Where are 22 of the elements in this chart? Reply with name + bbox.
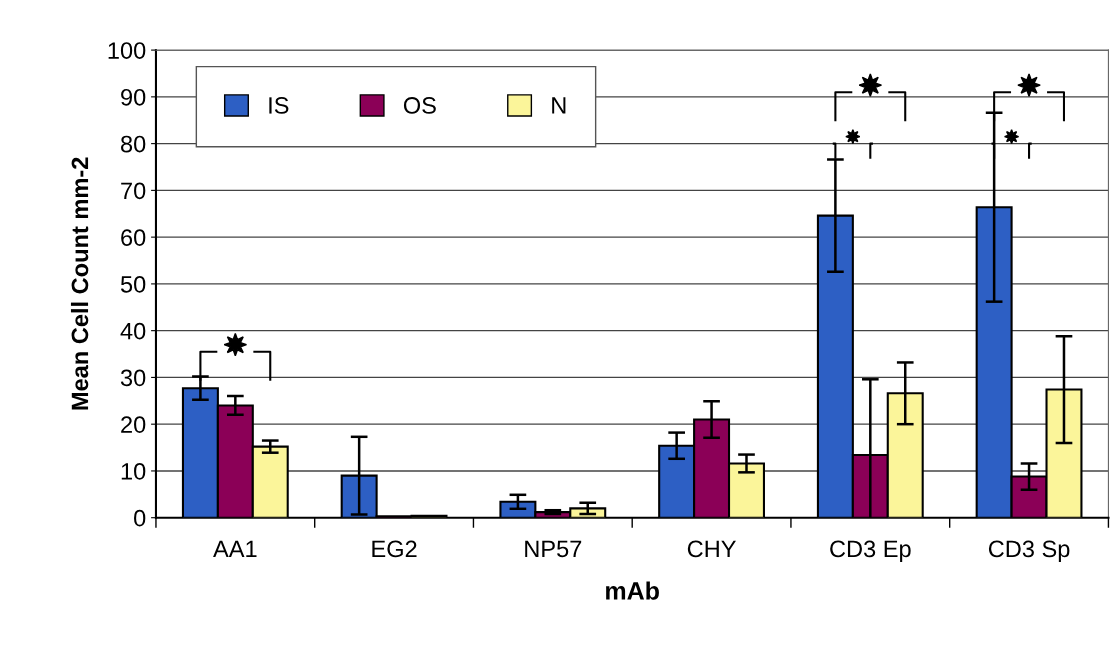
- x-tick-label: NP57: [525, 540, 582, 558]
- y-tick-label: 100: [108, 42, 146, 59]
- y-tick-label: 70: [121, 182, 146, 200]
- legend-label: OS: [403, 97, 436, 114]
- x-tick-label: CD3 Ep: [830, 540, 911, 562]
- y-axis-title: Mean Cell Count mm-2: [70, 157, 89, 410]
- y-tick-label: 40: [120, 322, 146, 340]
- y-tick-label: 20: [121, 416, 146, 433]
- y-tick-label: 80: [121, 135, 146, 153]
- legend-label: N: [552, 97, 566, 114]
- y-tick-label: 90: [121, 88, 146, 106]
- legend-label: IS: [269, 97, 289, 114]
- x-axis-title: mAb: [606, 581, 659, 600]
- x-tick-label: CD3 Sp: [988, 540, 1070, 562]
- y-tick-label: 10: [121, 463, 146, 480]
- x-tick-label: AA1: [213, 540, 257, 558]
- y-tick-label: 30: [120, 369, 146, 387]
- x-tick-label: CHY: [687, 540, 736, 558]
- y-tick-label: 0: [134, 509, 146, 527]
- y-tick-label: 50: [120, 275, 146, 293]
- y-tick-label: 60: [121, 229, 146, 246]
- x-tick-label: EG2: [372, 540, 417, 558]
